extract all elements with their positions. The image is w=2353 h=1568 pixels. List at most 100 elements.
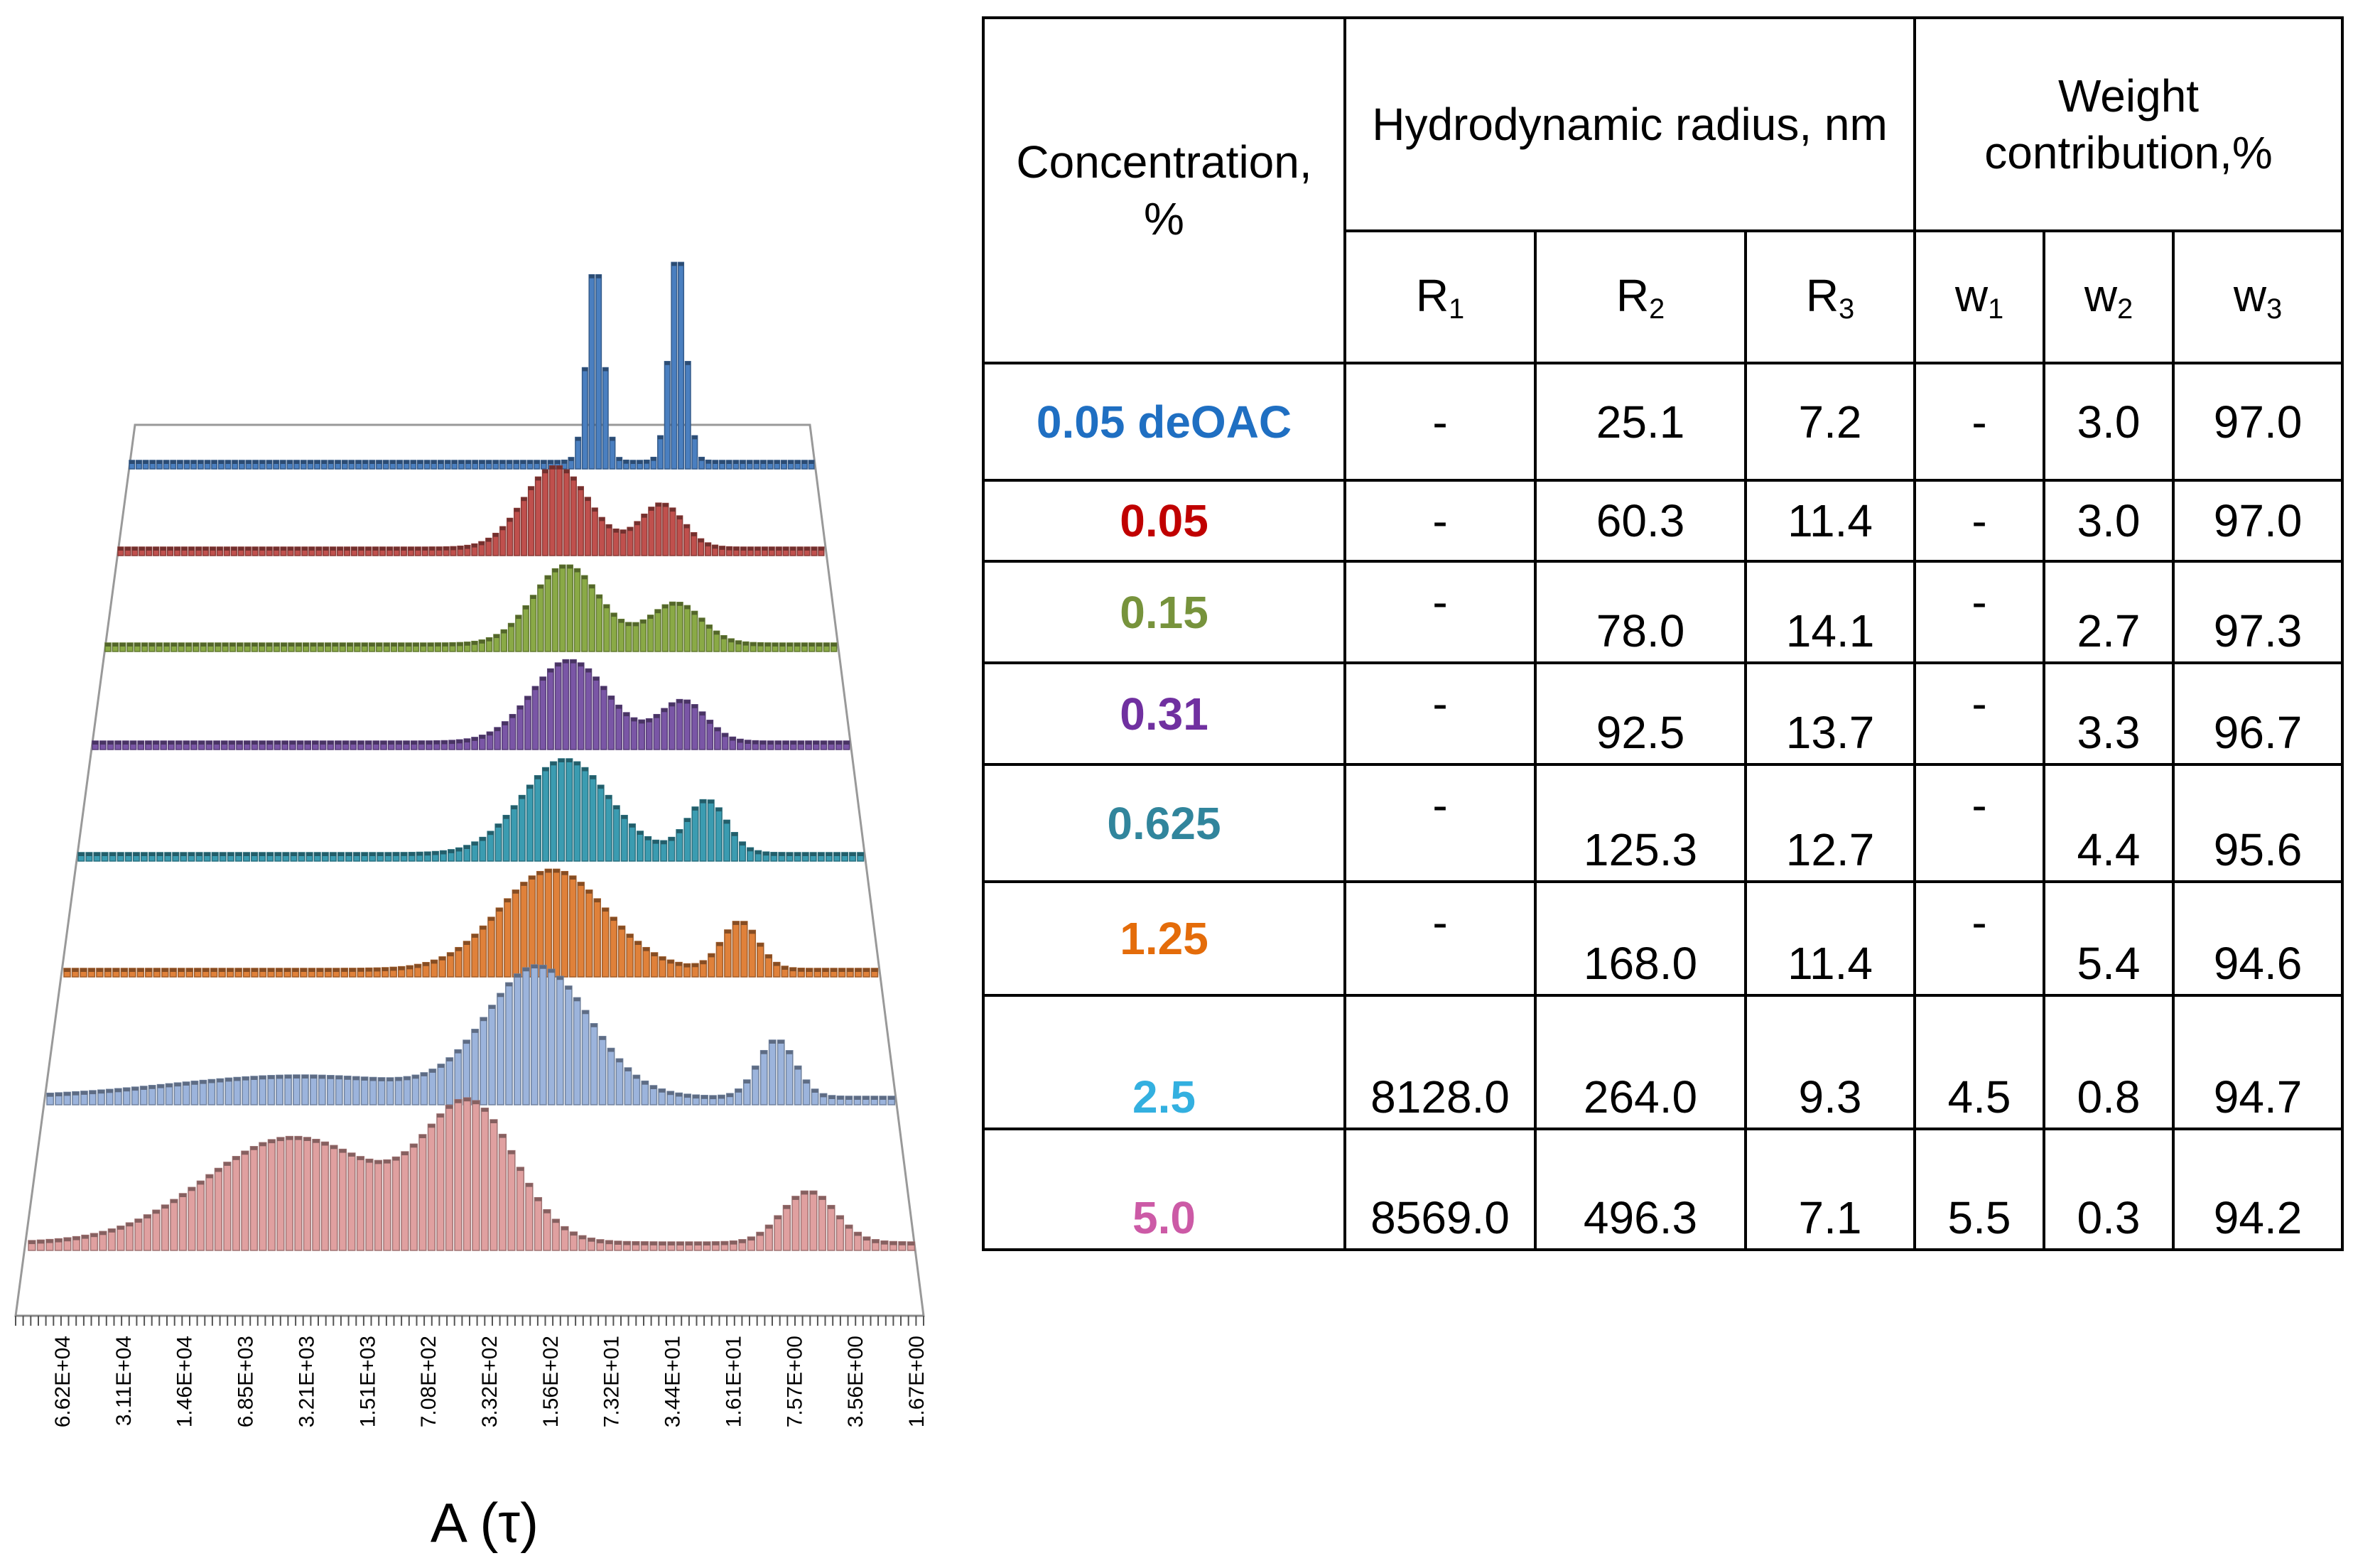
cell-r2: 168.0 — [1534, 880, 1747, 997]
cell-w2: 5.4 — [2043, 880, 2175, 997]
bar-top — [335, 741, 342, 745]
bar-top — [465, 545, 470, 549]
bar — [534, 1196, 543, 1251]
bar-top — [570, 659, 577, 664]
bar-top — [810, 853, 816, 856]
bar-top — [107, 741, 114, 745]
bar-top — [252, 547, 258, 551]
bar-top — [705, 460, 711, 464]
bar-top — [349, 460, 355, 464]
bar-top — [92, 741, 99, 745]
bar-top — [863, 1237, 870, 1241]
bar — [188, 1186, 196, 1251]
bar-top — [205, 460, 210, 464]
bar — [630, 717, 638, 750]
bar-top — [293, 1075, 301, 1078]
cell-w2: 0.3 — [2043, 1128, 2175, 1251]
bar-top — [439, 956, 446, 961]
bar-top — [161, 968, 168, 972]
chart-series — [28, 261, 916, 1251]
bar-top — [196, 853, 202, 856]
bar-top — [802, 853, 808, 856]
bar-top — [455, 848, 463, 852]
bar — [386, 1077, 394, 1105]
bar-top — [508, 623, 514, 627]
bar-top — [382, 968, 389, 971]
bar-top — [721, 1241, 728, 1245]
bar-top — [698, 618, 705, 622]
bar-top — [828, 1096, 835, 1099]
bar-top — [447, 953, 454, 956]
bar-top — [145, 968, 152, 972]
bar-top — [589, 585, 595, 589]
bar — [664, 361, 671, 470]
bar-top — [276, 968, 283, 972]
bar-top — [743, 1080, 750, 1083]
bar — [593, 898, 601, 978]
bar-top — [171, 643, 177, 647]
bar-top — [106, 1089, 113, 1093]
bar-top — [582, 367, 588, 372]
bar-top — [330, 1145, 337, 1150]
bar — [539, 964, 547, 1105]
bar — [347, 1152, 356, 1251]
cell-r2: 92.5 — [1534, 661, 1747, 766]
bar-top — [392, 1157, 400, 1161]
bar-top — [148, 853, 156, 856]
bar-top — [259, 741, 266, 745]
bar-top — [105, 643, 111, 647]
bar-top — [712, 1241, 720, 1245]
bar-top — [383, 460, 389, 464]
bar-top — [643, 947, 650, 951]
table-row: 1.25-168.0 11.4-5.4 94.6 — [982, 880, 2344, 997]
bar — [661, 604, 669, 652]
bar — [518, 794, 526, 862]
bar-top — [596, 595, 602, 599]
bar-top — [308, 460, 313, 464]
bar-top — [37, 1240, 45, 1244]
bar-top — [797, 547, 803, 551]
table-row: 0.31-92.5 13.7-3.3 96.7 — [982, 661, 2344, 766]
bar — [455, 946, 463, 978]
bar — [683, 605, 691, 652]
bar-top — [465, 460, 471, 464]
bar-top — [455, 1049, 462, 1054]
bar-top — [409, 852, 415, 856]
bar-top — [757, 943, 764, 947]
bar-top — [550, 762, 557, 766]
bar-top — [487, 732, 493, 736]
bar — [684, 361, 691, 470]
bar-top — [208, 1079, 215, 1083]
bar-top — [534, 775, 541, 779]
bar-top — [749, 930, 756, 934]
bar — [657, 435, 664, 470]
series-4 — [77, 758, 865, 862]
bar — [365, 1158, 374, 1251]
bar — [276, 1137, 285, 1251]
bar-top — [322, 853, 329, 856]
bar-top — [213, 741, 220, 745]
bar-top — [556, 976, 563, 980]
bar-top — [99, 1231, 107, 1236]
x-tick-label: 1.61E+01 — [722, 1336, 745, 1427]
bar-top — [394, 547, 400, 551]
bar-top — [608, 696, 615, 700]
bar — [556, 975, 564, 1105]
cell-w1: - — [1913, 560, 2046, 664]
cell-r1: 8128.0 — [1343, 994, 1537, 1130]
cell-r1: - — [1343, 661, 1537, 766]
bar-top — [137, 968, 144, 972]
bar-top — [818, 547, 824, 551]
bar-top — [244, 643, 251, 647]
bar-top — [224, 1162, 231, 1166]
bar-top — [167, 547, 173, 551]
cell-w2: 3.0 — [2043, 479, 2175, 563]
cell-r3: 11.4 — [1743, 880, 1917, 997]
bar-top — [742, 642, 749, 646]
bar-top — [479, 460, 485, 464]
bar — [561, 1226, 569, 1251]
bar-top — [163, 643, 170, 647]
bar — [472, 1100, 480, 1251]
bar-top — [432, 851, 439, 855]
bar — [566, 758, 573, 862]
